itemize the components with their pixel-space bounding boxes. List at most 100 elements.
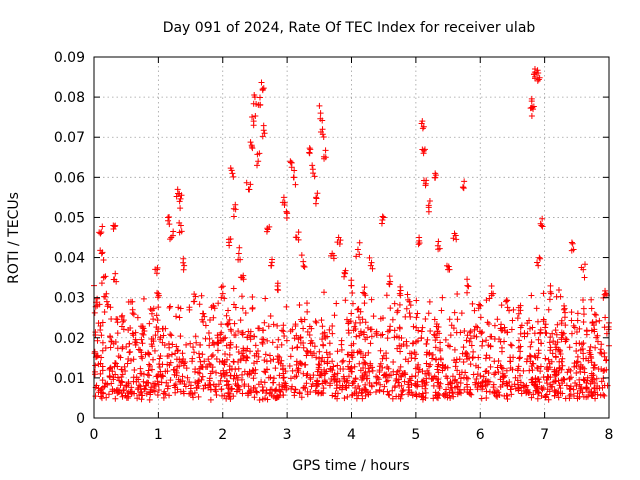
data-point	[166, 214, 173, 221]
data-point	[559, 355, 566, 362]
data-point	[332, 390, 339, 397]
data-point	[593, 318, 600, 325]
data-point	[353, 253, 360, 260]
data-point	[173, 313, 180, 320]
data-point	[504, 396, 511, 403]
y-tick-label: 0.05	[54, 210, 85, 226]
data-point	[554, 321, 561, 328]
data-point	[483, 337, 490, 344]
data-point	[288, 385, 295, 392]
data-point	[551, 387, 558, 394]
data-point	[155, 386, 162, 393]
data-point	[557, 347, 564, 354]
data-point	[145, 350, 152, 357]
data-point	[190, 394, 197, 401]
data-point	[397, 287, 404, 294]
data-point	[454, 367, 461, 374]
data-point	[548, 358, 555, 365]
data-point	[138, 370, 145, 377]
data-point	[472, 323, 479, 330]
data-point	[166, 304, 173, 311]
data-point	[552, 327, 559, 334]
data-point	[435, 238, 442, 245]
data-point	[149, 343, 156, 350]
data-point	[464, 332, 471, 339]
data-point	[214, 339, 221, 346]
data-point	[239, 350, 246, 357]
data-point	[230, 375, 237, 382]
data-point	[337, 365, 344, 372]
data-point	[568, 309, 575, 316]
data-point	[516, 355, 523, 362]
data-point	[317, 110, 324, 117]
data-point	[326, 326, 333, 333]
data-point	[253, 389, 260, 396]
data-point	[261, 319, 268, 326]
data-point	[311, 173, 318, 180]
data-point	[413, 297, 420, 304]
data-point	[415, 241, 422, 248]
data-point	[534, 259, 541, 266]
x-tick-label: 3	[283, 427, 292, 443]
data-point	[320, 390, 327, 397]
data-point	[243, 353, 250, 360]
data-point	[108, 380, 115, 387]
data-point	[276, 381, 283, 388]
data-point	[256, 94, 263, 101]
data-point	[227, 341, 234, 348]
data-point	[260, 85, 267, 92]
data-point	[196, 354, 203, 361]
data-point	[280, 374, 287, 381]
data-point	[136, 382, 143, 389]
data-point	[425, 204, 432, 211]
data-point	[584, 377, 591, 384]
data-point	[362, 360, 369, 367]
data-point	[124, 360, 131, 367]
data-point	[549, 330, 556, 337]
data-point	[362, 392, 369, 399]
data-point	[585, 357, 592, 364]
y-tick-label: 0.07	[54, 130, 85, 146]
data-point	[447, 332, 454, 339]
data-point	[543, 365, 550, 372]
data-point	[304, 300, 311, 307]
data-point	[154, 392, 161, 399]
data-point	[450, 393, 457, 400]
data-point	[348, 392, 355, 399]
data-point	[319, 117, 326, 124]
data-point	[155, 371, 162, 378]
data-point	[566, 375, 573, 382]
data-point	[412, 365, 419, 372]
data-point	[258, 378, 265, 385]
data-point	[364, 334, 371, 341]
data-point	[170, 366, 177, 373]
data-point	[423, 360, 430, 367]
data-point	[377, 332, 384, 339]
data-point	[580, 355, 587, 362]
data-point	[356, 251, 363, 258]
data-point	[112, 371, 119, 378]
data-point	[357, 319, 364, 326]
data-point	[92, 332, 99, 339]
data-point	[354, 349, 361, 356]
data-point	[300, 384, 307, 391]
data-point	[119, 318, 126, 325]
y-tick-labels: 0 0.01 0.02 0.03 0.04 0.05 0.06 0.07 0.08 0.09	[54, 50, 85, 427]
data-point	[178, 228, 185, 235]
data-point	[308, 337, 315, 344]
data-point	[268, 392, 275, 399]
data-point	[191, 298, 198, 305]
data-point	[422, 389, 429, 396]
data-point	[419, 125, 426, 132]
data-point	[196, 370, 203, 377]
data-point	[239, 390, 246, 397]
data-point	[348, 277, 355, 284]
data-point	[202, 322, 209, 329]
data-point	[369, 265, 376, 272]
data-point	[561, 314, 568, 321]
data-point	[199, 373, 206, 380]
data-point	[375, 376, 382, 383]
data-point	[215, 381, 222, 388]
data-point	[118, 366, 125, 373]
data-point	[358, 390, 365, 397]
